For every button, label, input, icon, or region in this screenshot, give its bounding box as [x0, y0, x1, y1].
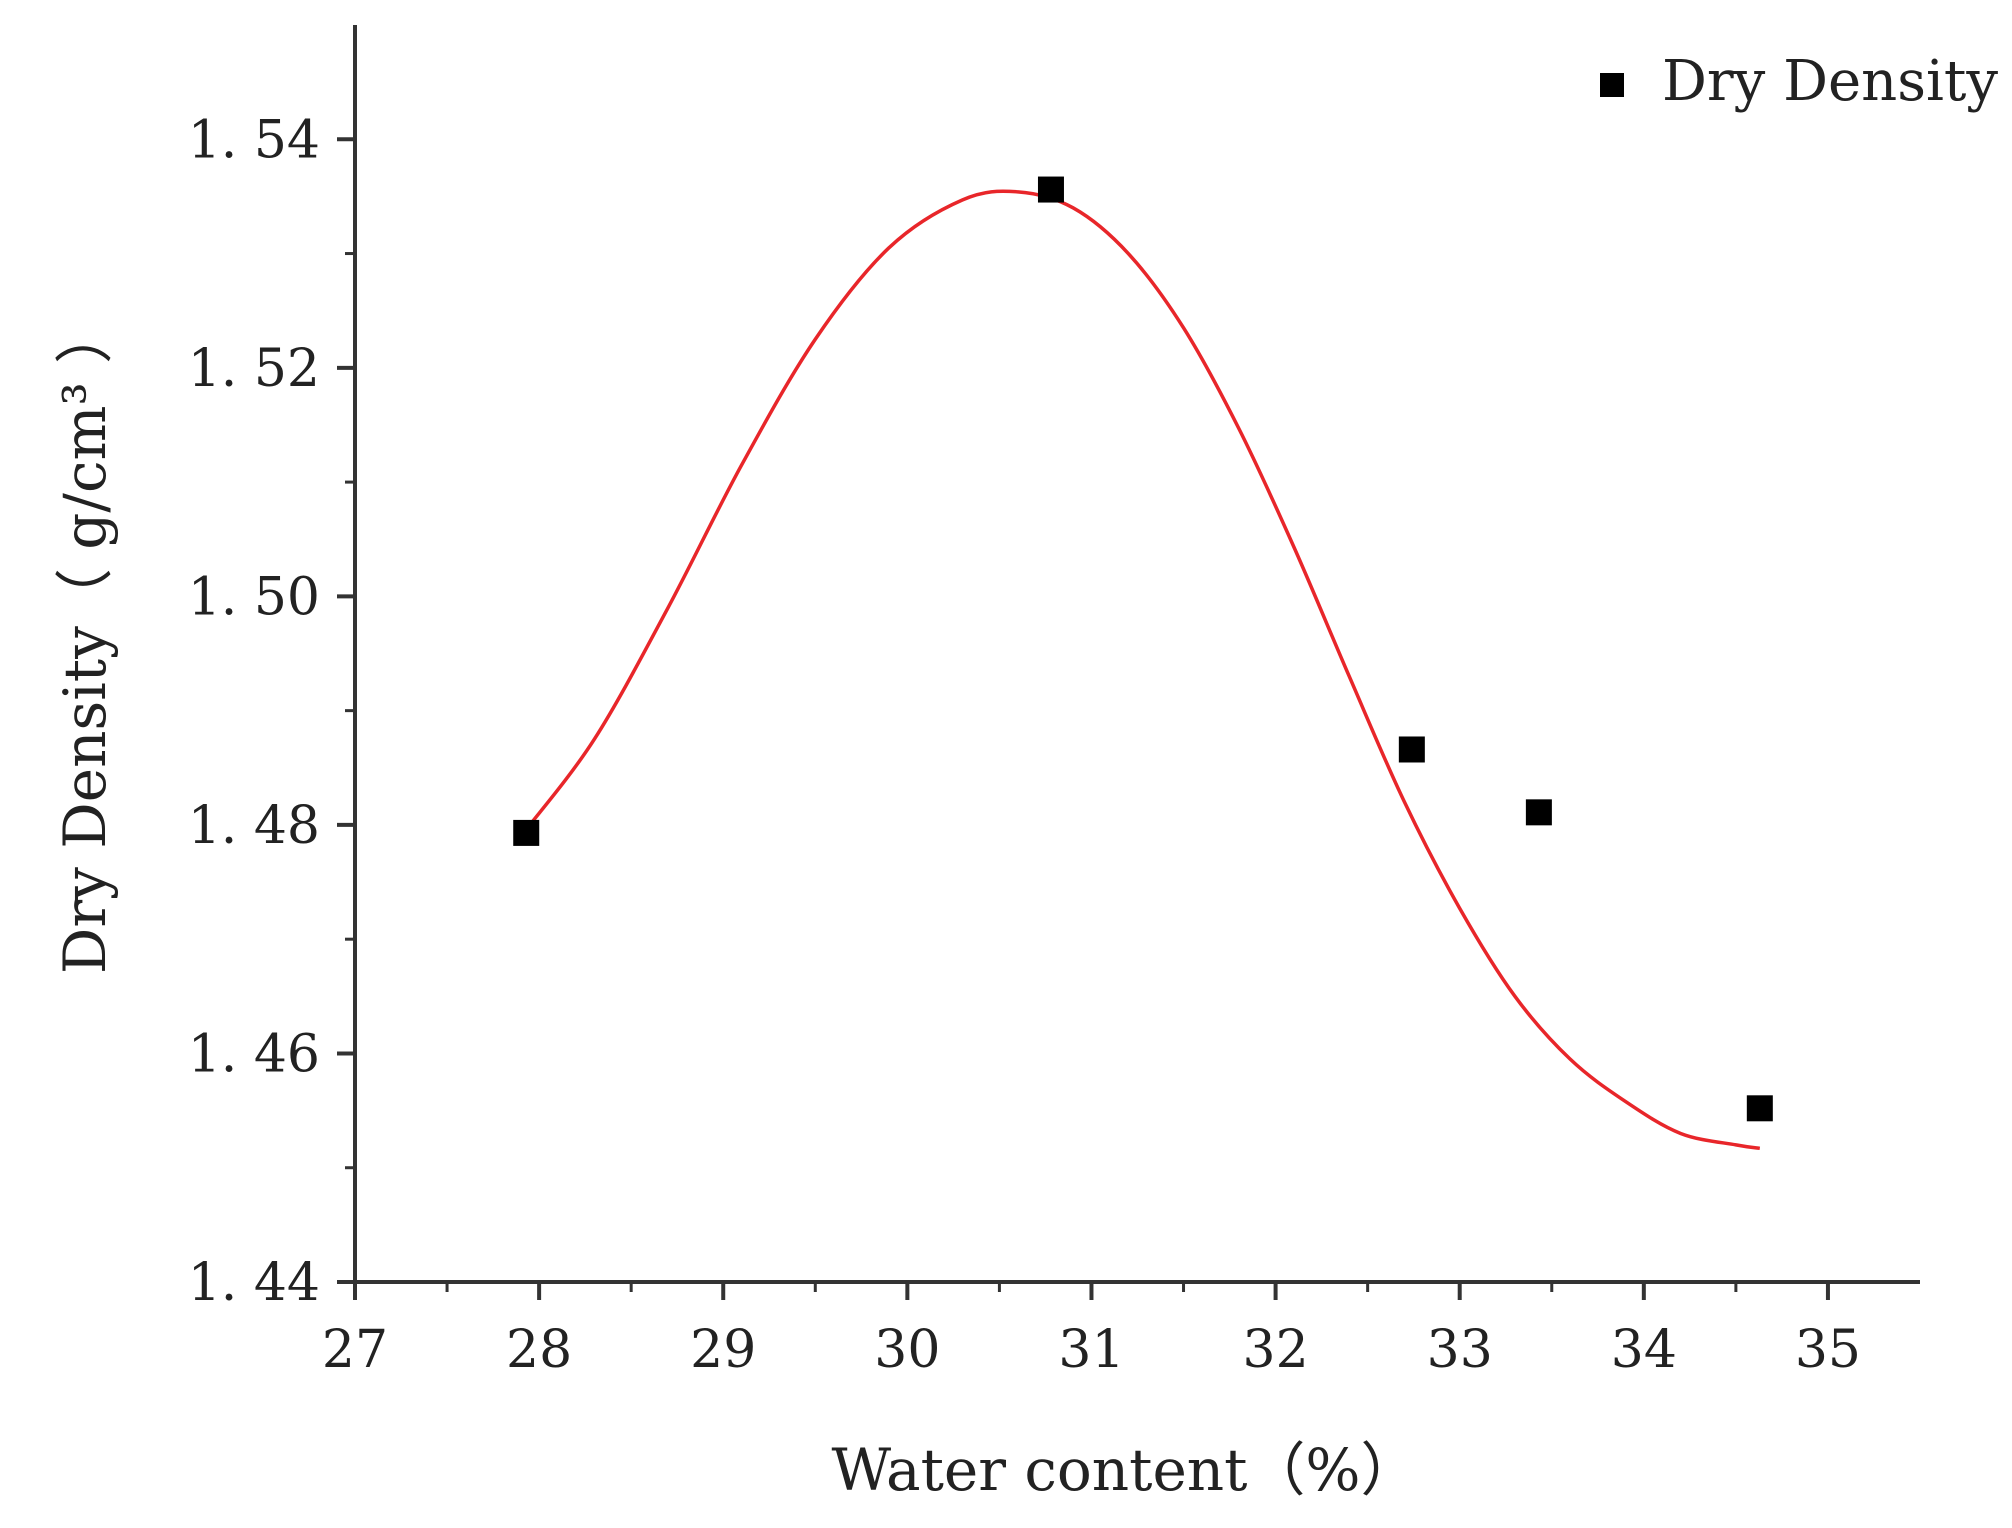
x-tick-label: 29	[690, 1320, 756, 1380]
data-point	[1037, 176, 1064, 203]
y-tick-label: 1. 54	[188, 110, 320, 170]
legend-label: Dry Density	[1662, 49, 1998, 114]
x-tick-label: 33	[1427, 1320, 1493, 1380]
x-tick-label: 30	[874, 1320, 940, 1380]
x-tick-label: 27	[322, 1320, 388, 1380]
fit-curve-line	[524, 189, 1761, 1151]
x-axis-title: Water content（%）	[831, 1436, 1418, 1504]
y-tick-label: 1. 44	[188, 1253, 320, 1313]
x-tick-label: 34	[1611, 1320, 1677, 1380]
data-point	[1746, 1095, 1773, 1122]
legend-marker	[1600, 73, 1624, 97]
y-tick-label: 1. 48	[188, 796, 320, 856]
x-tick-label: 28	[506, 1320, 572, 1380]
data-point	[1525, 799, 1552, 826]
x-tick-label: 31	[1058, 1320, 1124, 1380]
y-tick-label: 1. 52	[188, 339, 320, 399]
fit-curve-layer	[524, 189, 1761, 1151]
x-tick-label: 35	[1795, 1320, 1861, 1380]
data-points	[513, 176, 1773, 1122]
y-tick-label: 1. 46	[188, 1024, 320, 1084]
axes: 27 28 29 30 31 32 33 34 35 1. 44 1. 46 1. 48 1. 50 1.…	[188, 25, 1920, 1380]
y-axis-title: Dry Density（ g/cm³ ）	[51, 306, 119, 974]
y-tick-label: 1. 50	[188, 567, 320, 627]
legend: Dry Density	[1600, 49, 1998, 114]
data-point	[1398, 736, 1425, 763]
data-point	[513, 819, 540, 846]
x-tick-label: 32	[1243, 1320, 1309, 1380]
